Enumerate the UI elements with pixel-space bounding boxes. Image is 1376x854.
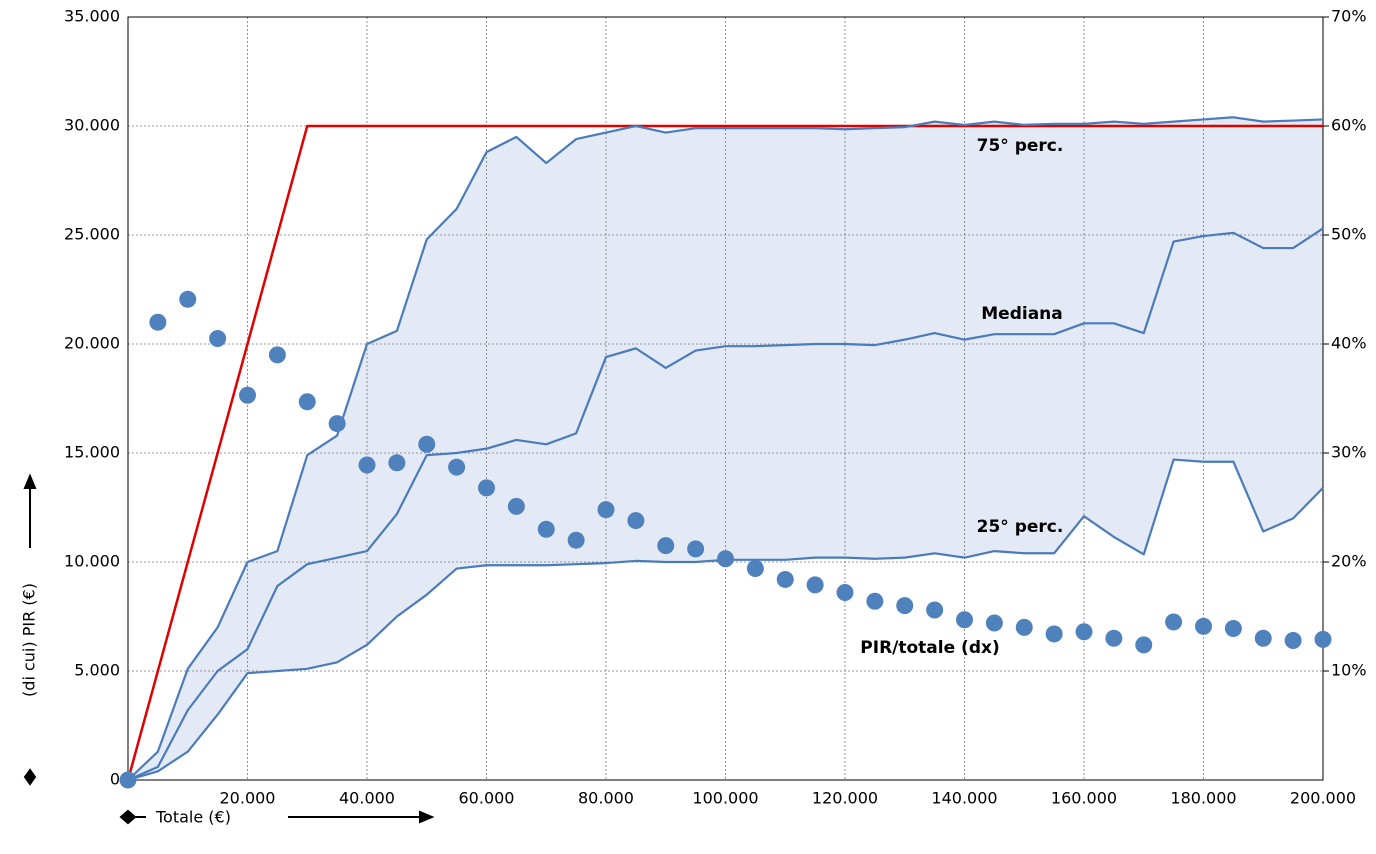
- scatter-point: [388, 454, 406, 472]
- y-tick-label: 30.000: [64, 116, 120, 135]
- scatter-point: [1045, 625, 1063, 643]
- y2-tick-label: 30%: [1331, 443, 1367, 462]
- x-tick-label: 80.000: [578, 789, 634, 808]
- x-tick-label: 100.000: [692, 789, 758, 808]
- scatter-point: [268, 346, 286, 364]
- series-label: 25° perc.: [977, 517, 1064, 537]
- y-axis-label: (di cui) PIR (€): [20, 583, 39, 697]
- x-tick-label: 120.000: [812, 789, 878, 808]
- scatter-point: [1284, 631, 1302, 649]
- scatter-point: [1135, 636, 1153, 654]
- scatter-point: [418, 435, 436, 453]
- y-tick-label: 15.000: [64, 443, 120, 462]
- scatter-point: [1254, 629, 1272, 647]
- x-tick-label: 200.000: [1290, 789, 1356, 808]
- scatter-point: [119, 771, 137, 789]
- y-tick-label: 10.000: [64, 552, 120, 571]
- scatter-point: [567, 531, 585, 549]
- percentile-band: [128, 117, 1323, 780]
- scatter-point: [1165, 613, 1183, 631]
- scatter-point: [627, 512, 645, 530]
- series-label: Mediana: [981, 304, 1063, 324]
- y-tick-label: 5.000: [74, 661, 120, 680]
- scatter-point: [776, 570, 794, 588]
- scatter-point: [1075, 623, 1093, 641]
- series-line: [126, 124, 1323, 781]
- scatter-point: [806, 576, 824, 594]
- y2-tick-label: 70%: [1331, 7, 1367, 26]
- scatter-point: [537, 520, 555, 538]
- scatter-point: [358, 456, 376, 474]
- y2-tick-label: 10%: [1331, 661, 1367, 680]
- scatter-point: [985, 614, 1003, 632]
- y-tick-label: 0: [110, 770, 120, 789]
- x-tick-label: 20.000: [220, 789, 276, 808]
- scatter-point: [478, 479, 495, 497]
- y2-tick-label: 20%: [1331, 552, 1367, 571]
- series-label: PIR/totale (dx): [860, 638, 999, 658]
- y2-tick-label: 50%: [1331, 225, 1367, 244]
- scatter-point: [597, 501, 615, 519]
- scatter-point: [328, 415, 346, 433]
- series-line: [127, 116, 1324, 781]
- x-axis-label: Totale (€): [155, 808, 231, 827]
- scatter-point: [179, 290, 197, 308]
- scatter-point: [507, 497, 525, 515]
- x-tick-label: 140.000: [931, 789, 997, 808]
- scatter-point: [1224, 619, 1242, 637]
- scatter-point: [448, 458, 466, 476]
- scatter-point: [687, 540, 705, 558]
- scatter-point: [298, 393, 316, 411]
- y-axis-arrow: [23, 473, 37, 786]
- y-tick-label: 35.000: [64, 7, 120, 26]
- scatter-point: [866, 592, 884, 610]
- x-axis-arrow: [119, 809, 435, 825]
- scatter-point: [239, 386, 256, 404]
- y-tick-label: 25.000: [64, 225, 120, 244]
- scatter-point: [657, 537, 675, 555]
- scatter-point: [896, 597, 914, 615]
- scatter-point: [149, 313, 167, 331]
- scatter-point: [1105, 629, 1123, 647]
- x-tick-label: 60.000: [459, 789, 515, 808]
- scatter-point: [209, 330, 227, 348]
- x-tick-label: 160.000: [1051, 789, 1117, 808]
- y-tick-label: 20.000: [64, 334, 120, 353]
- scatter-point: [956, 611, 973, 629]
- scatter-point: [1314, 630, 1332, 648]
- y2-tick-label: 40%: [1331, 334, 1367, 353]
- y2-tick-label: 60%: [1331, 116, 1367, 135]
- scatter-point: [926, 601, 944, 619]
- series-line: [127, 227, 1324, 782]
- x-tick-label: 180.000: [1170, 789, 1236, 808]
- scatter-point: [746, 560, 764, 578]
- scatter-point: [717, 550, 734, 568]
- plot-frame: [127, 16, 1324, 781]
- scatter-point: [1015, 618, 1033, 636]
- series-label: 75° perc.: [977, 136, 1064, 156]
- scatter-point: [1195, 617, 1212, 635]
- scatter-point: [836, 584, 854, 602]
- x-tick-label: 40.000: [339, 789, 395, 808]
